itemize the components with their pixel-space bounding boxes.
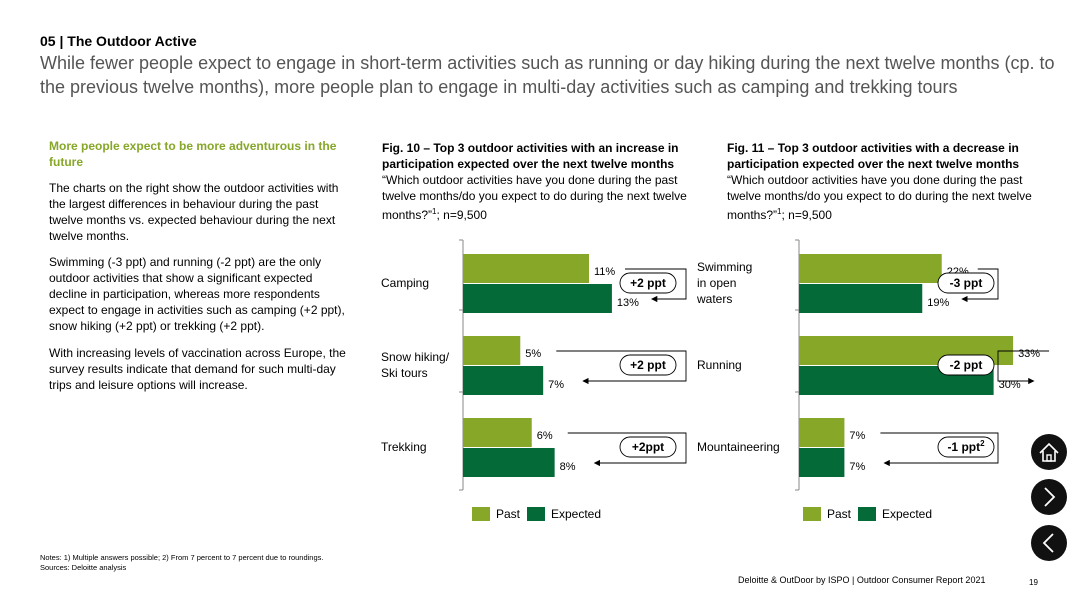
intro-paragraph-2: Swimming (-3 ppt) and running (-2 ppt) a… [49,255,345,333]
fig10-legend-swatch-expected [527,507,545,521]
fig11-legend-label-expected: Expected [882,507,932,521]
fig11-value-label-past-3: 7% [849,430,865,442]
home-button[interactable] [1031,434,1067,470]
fig11-question-text: “Which outdoor activities have you done … [727,173,1032,222]
footer-text: Deloitte & OutDoor by ISPO | Outdoor Con… [738,575,986,585]
fig11-bar-expected-3 [799,448,845,477]
fig10-category-label: Ski tours [381,366,428,380]
page-headline: While fewer people expect to engage in s… [40,53,1055,97]
fig10-difference-arrow-3 [567,432,687,467]
fig11-bar-expected-1 [799,284,923,313]
fig11-category-label: Running [697,358,742,372]
fig10-value-label-past-3: 6% [537,430,553,442]
fig10-category-label: Trekking [381,440,427,454]
notes-line-1: Notes: 1) Multiple answers possible; 2) … [40,553,324,562]
fig10-bar-past-1 [463,254,589,283]
fig10-difference-label-2: +2 ppt [630,358,666,372]
intro-paragraph-1: The charts on the right show the outdoor… [49,181,339,243]
intro-paragraph-3: With increasing levels of vaccination ac… [49,346,346,392]
fig10-value-label-expected-2: 7% [548,379,564,391]
chevron-left-icon [1042,533,1054,553]
fig11-footnote-ref: 1 [777,207,782,216]
fig10-bar-expected-2 [463,366,544,395]
fig11-difference-label-2: -2 ppt [950,358,983,372]
previous-page-button[interactable] [1031,525,1067,561]
fig10-header: Fig. 10 – Top 3 outdoor activities with … [382,140,692,223]
fig10-difference-pill-2 [619,354,677,376]
fig11-difference-arrow-3 [880,432,999,467]
notes: Notes: 1) Multiple answers possible; 2) … [40,553,323,573]
fig10-legend-swatch-past [472,507,490,521]
next-page-button[interactable] [1031,479,1067,515]
fig10-title: Fig. 10 – Top 3 outdoor activities with … [382,141,679,171]
fig10-legend-label-expected: Expected [551,507,601,521]
fig11-difference-arrow-1 [961,268,999,303]
fig10-difference-pill-1 [619,272,677,294]
fig10-difference-arrow-1 [625,268,687,303]
fig10-difference-label-3: +2ppt [632,440,664,454]
fig11-category-label: in open [697,276,736,290]
fig10-footnote-ref: 1 [432,207,437,216]
fig10-value-label-past-1: 11% [594,266,615,278]
fig11-difference-pill-3 [937,436,995,458]
sources-line: Sources: Deloitte analysis [40,563,127,572]
fig10-difference-label-1: +2 ppt [630,276,666,290]
fig10-value-label-past-2: 5% [525,348,541,360]
fig10-bar-expected-1 [463,284,612,313]
fig10-bar-past-3 [463,418,532,447]
fig10-category-label: Camping [381,276,429,290]
fig11-legend-swatch-past [803,507,821,521]
fig11-bar-past-3 [799,418,845,447]
fig11-difference-pill-2 [937,354,995,376]
home-icon [1039,442,1059,462]
fig11-header: Fig. 11 – Top 3 outdoor activities with … [727,140,1037,223]
fig11-value-label-expected-3: 7% [849,461,865,473]
intro-heading: More people expect to be more adventurou… [49,139,337,169]
fig10-category-label: Snow hiking/ [381,350,450,364]
fig10-bar-past-2 [463,336,521,365]
fig11-value-label-past-2: 33% [1018,348,1040,360]
fig11-difference-pill-1 [937,272,995,294]
fig10-value-label-expected-1: 13% [617,297,639,309]
fig11-difference-arrow-2 [997,350,1050,385]
section-title: 05 | The Outdoor Active [40,33,197,49]
fig11-difference-label-1: -3 ppt [950,276,983,290]
fig11-bar-past-1 [799,254,942,283]
fig10-difference-arrow-2 [556,350,687,385]
fig10-value-label-expected-3: 8% [560,461,576,473]
fig11-difference-label-3: -1 ppt2 [947,439,985,454]
fig10-difference-pill-3 [619,436,677,458]
fig11-difference-footnote-ref: 2 [980,439,985,448]
fig11-value-label-expected-1: 19% [927,297,949,309]
fig11-legend-swatch-expected [858,507,876,521]
fig11-title: Fig. 11 – Top 3 outdoor activities with … [727,141,1020,171]
fig11-sample: ; n=9,500 [781,208,832,222]
fig10-legend-label-past: Past [496,507,521,521]
fig11-legend-label-past: Past [827,507,852,521]
fig10-question-text: “Which outdoor activities have you done … [382,173,687,222]
fig11-category-label: Swimming [697,260,752,274]
fig10-bar-expected-3 [463,448,555,477]
fig10-question: “Which outdoor activities have you done … [382,172,692,223]
fig11-category-label: Mountaineering [697,440,780,454]
fig10-sample: ; n=9,500 [436,208,487,222]
chevron-right-icon [1044,487,1056,507]
fig11-value-label-expected-2: 30% [999,379,1021,391]
page-number: 19 [1029,578,1038,587]
fig11-category-label: waters [696,292,732,306]
fig11-question: “Which outdoor activities have you done … [727,172,1037,223]
